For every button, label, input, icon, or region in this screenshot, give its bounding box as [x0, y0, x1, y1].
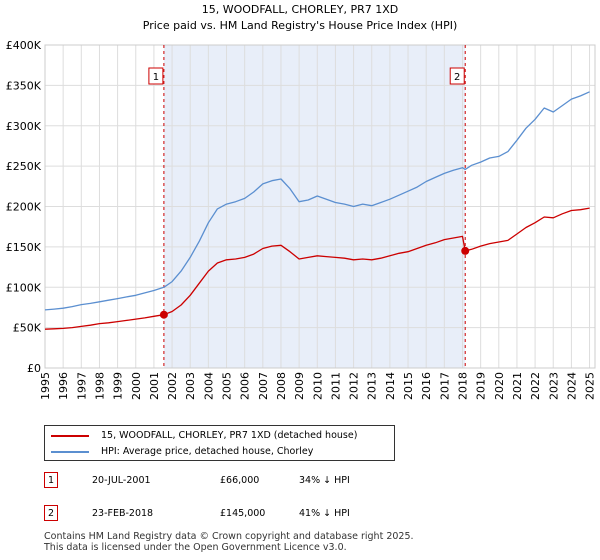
series-line-hpi: [44, 91, 590, 311]
x-tick-label: 2008: [275, 372, 288, 400]
footer-licence: This data is licensed under the Open Gov…: [44, 542, 347, 553]
transaction-label: 2: [454, 72, 460, 83]
legend-label-property: 15, WOODFALL, CHORLEY, PR7 1XD (detached…: [101, 430, 358, 441]
y-tick-label: £100K: [6, 281, 42, 294]
transaction-hpi-diff: 34% ↓ HPI: [299, 475, 350, 486]
x-tick-label: 1998: [93, 372, 106, 400]
x-tick-label: 2018: [456, 372, 469, 400]
x-tick-label: 1997: [75, 372, 88, 400]
x-tick-label: 2013: [366, 372, 379, 400]
y-tick-label: £150K: [6, 241, 42, 254]
transaction-badge: 2: [44, 505, 58, 521]
plot-frame: [44, 44, 596, 369]
x-tick-label: 2006: [239, 372, 252, 400]
x-tick-label: 2011: [329, 372, 342, 400]
y-tick-label: £200K: [6, 201, 42, 214]
x-tick-label: 2012: [348, 372, 361, 400]
transaction-point: [461, 246, 470, 255]
x-tick-label: 2005: [221, 372, 234, 400]
legend: 15, WOODFALL, CHORLEY, PR7 1XD (detached…: [44, 425, 395, 461]
x-tick-label: 2019: [475, 372, 488, 400]
x-tick-label: 2001: [148, 372, 161, 400]
transaction-date: 20-JUL-2001: [92, 475, 151, 486]
x-tick-label: 2002: [166, 372, 179, 400]
x-tick-label: 2009: [293, 372, 306, 400]
y-tick-label: £50K: [13, 322, 42, 335]
legend-label-hpi: HPI: Average price, detached house, Chor…: [101, 446, 314, 457]
series-line-property: [44, 207, 590, 330]
x-tick-label: 2024: [565, 372, 578, 400]
y-tick-label: £350K: [6, 79, 42, 92]
transaction-badge: 1: [44, 472, 58, 488]
footer-copyright: Contains HM Land Registry data © Crown c…: [44, 531, 414, 542]
x-tick-label: 2025: [584, 372, 597, 400]
transaction-price: £66,000: [220, 475, 260, 486]
x-tick-label: 2000: [130, 372, 143, 400]
y-tick-label: £300K: [6, 120, 42, 133]
footer: Contains HM Land Registry data © Crown c…: [44, 531, 414, 553]
y-tick-label: £0: [27, 362, 41, 375]
x-tick-label: 1996: [57, 372, 70, 400]
transaction-point: [159, 310, 168, 319]
chart-title: 15, WOODFALL, CHORLEY, PR7 1XD: [202, 3, 399, 16]
x-tick-label: 1999: [112, 372, 125, 400]
x-tick-label: 2003: [184, 372, 197, 400]
x-tick-label: 2004: [202, 372, 215, 400]
x-tick-label: 2020: [493, 372, 506, 400]
legend-swatch-hpi: [51, 450, 89, 453]
y-tick-label: £400K: [6, 39, 42, 52]
legend-item-property: 15, WOODFALL, CHORLEY, PR7 1XD (detached…: [51, 429, 357, 443]
x-tick-label: 2016: [420, 372, 433, 400]
chart: 15, WOODFALL, CHORLEY, PR7 1XD Price pai…: [6, 3, 597, 400]
y-tick-label: £250K: [6, 160, 42, 173]
x-tick-label: 2015: [402, 372, 415, 400]
x-tick-label: 2014: [384, 372, 397, 400]
legend-swatch-property: [51, 434, 89, 437]
legend-item-hpi: HPI: Average price, detached house, Chor…: [51, 445, 313, 459]
x-tick-label: 2023: [547, 372, 560, 400]
transaction-label-box: [148, 67, 164, 85]
chart-subtitle: Price paid vs. HM Land Registry's House …: [143, 19, 458, 32]
x-tick-label: 1995: [39, 372, 52, 400]
x-tick-label: 2017: [438, 372, 451, 400]
x-tick-label: 2022: [529, 372, 542, 400]
x-tick-label: 2007: [257, 372, 270, 400]
transaction-label: 1: [153, 72, 159, 83]
transaction-label-box: [449, 67, 465, 85]
x-tick-label: 2021: [511, 372, 524, 400]
x-tick-label: 2010: [311, 372, 324, 400]
transaction-hpi-diff: 41% ↓ HPI: [299, 508, 350, 519]
transaction-date: 23-FEB-2018: [92, 508, 154, 519]
transaction-price: £145,000: [220, 508, 266, 519]
